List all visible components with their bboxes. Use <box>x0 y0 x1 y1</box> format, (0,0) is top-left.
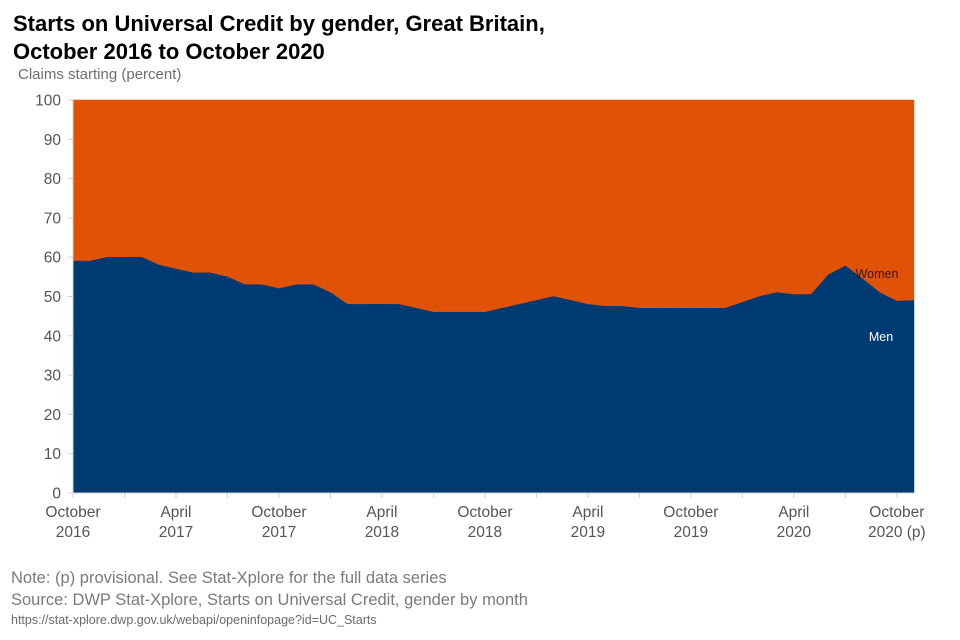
y-tick-label: 10 <box>44 446 62 463</box>
x-tick-label: 2018 <box>468 524 502 541</box>
x-tick-label: April <box>160 504 191 521</box>
chart-title: Starts on Universal Credit by gender, Gr… <box>13 10 913 66</box>
chart-title-line2: October 2016 to October 2020 <box>13 39 325 64</box>
source-note: Source: DWP Stat-Xplore, Starts on Unive… <box>11 591 528 609</box>
x-tick-label: 2016 <box>56 524 90 541</box>
x-tick-label: October <box>45 504 100 521</box>
x-tick-label: April <box>778 504 809 521</box>
y-tick-label: 20 <box>44 407 62 424</box>
x-tick-label: October <box>663 504 718 521</box>
y-tick-label: 90 <box>44 132 62 149</box>
chart-title-line1: Starts on Universal Credit by gender, Gr… <box>13 11 545 36</box>
x-tick-label: 2017 <box>262 524 296 541</box>
y-axis-label: Claims starting (percent) <box>18 66 182 83</box>
x-tick-label: October <box>457 504 512 521</box>
y-tick-label: 50 <box>44 289 62 306</box>
y-tick-label: 30 <box>44 368 62 385</box>
x-tick-label: April <box>572 504 603 521</box>
x-tick-label: 2019 <box>571 524 605 541</box>
x-tick-label: 2017 <box>159 524 193 541</box>
y-tick-label: 40 <box>44 328 62 345</box>
annotation-men: Men <box>869 330 893 344</box>
x-tick-label: April <box>366 504 397 521</box>
annotation-women: Women <box>856 267 899 281</box>
x-tick-label: 2020 (p) <box>868 524 926 541</box>
x-tick-label: 2019 <box>674 524 708 541</box>
x-tick-label: 2020 <box>777 524 812 541</box>
x-tick-label: October <box>251 504 306 521</box>
series-area-men <box>72 256 915 494</box>
x-tick-label: 2018 <box>365 524 399 541</box>
y-tick-label: 60 <box>44 250 62 267</box>
y-tick-label: 0 <box>52 486 61 503</box>
source-url: https://stat-xplore.dwp.gov.uk/webapi/op… <box>11 613 377 627</box>
y-tick-label: 100 <box>35 93 61 110</box>
footnote: Note: (p) provisional. See Stat-Xplore f… <box>11 569 447 587</box>
y-tick-label: 70 <box>44 210 62 227</box>
x-tick-label: October <box>869 504 924 521</box>
y-tick-label: 80 <box>44 171 62 188</box>
